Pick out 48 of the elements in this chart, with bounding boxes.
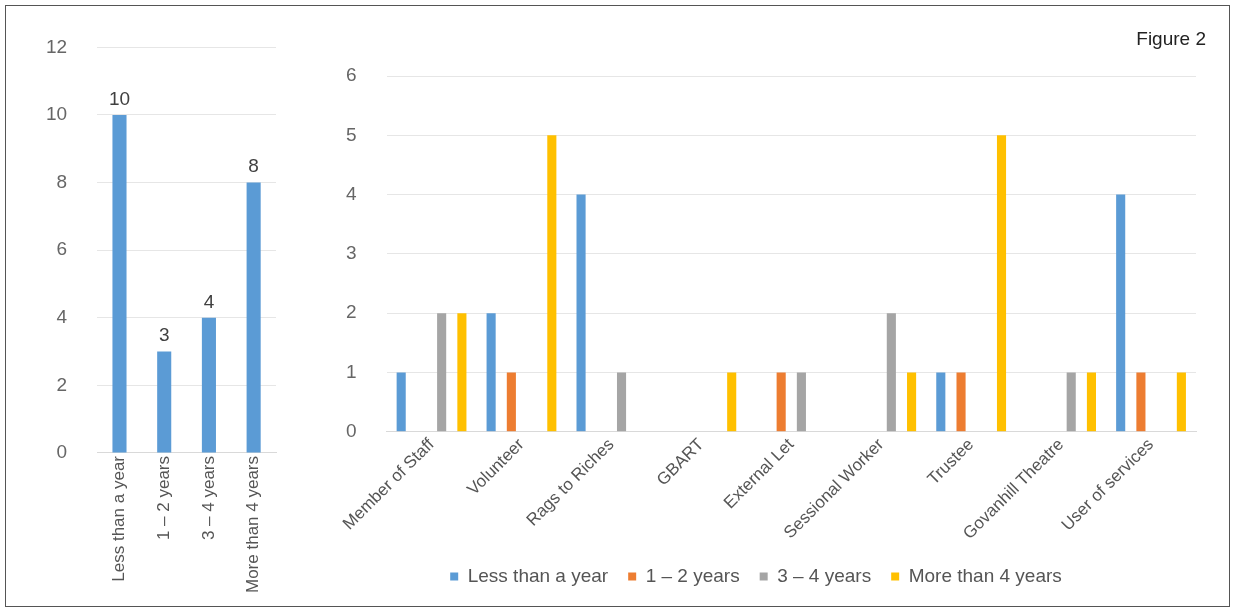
- bar: [506, 372, 516, 432]
- bar: [907, 372, 917, 432]
- y-tick-label: 2: [345, 301, 357, 323]
- data-label: 4: [203, 290, 215, 312]
- bar: [547, 135, 557, 432]
- bar: [996, 135, 1007, 432]
- bar: [1136, 372, 1146, 432]
- caption: Figure 2: [1136, 28, 1206, 50]
- x-tick-label: More than 4 years: [243, 455, 263, 593]
- bar: [936, 372, 946, 432]
- y-tick-label: 10: [45, 103, 68, 125]
- bar: [1176, 372, 1186, 432]
- bar: [1116, 194, 1126, 432]
- bar: [776, 372, 786, 432]
- data-label: 3: [158, 324, 170, 346]
- bar: [727, 372, 737, 432]
- y-tick-label: 6: [345, 64, 357, 86]
- bar: [486, 313, 496, 432]
- bar: [956, 372, 966, 432]
- bar: [1066, 372, 1076, 432]
- y-tick-label: 6: [56, 238, 68, 260]
- y-tick-label: 8: [56, 170, 68, 192]
- bar: [616, 372, 627, 432]
- y-tick-label: 0: [56, 441, 68, 463]
- y-tick-label: 4: [345, 182, 357, 204]
- bar: [796, 372, 806, 432]
- bar: [576, 194, 586, 432]
- y-tick-label: 4: [56, 306, 68, 328]
- y-tick-label: 1: [345, 360, 357, 382]
- bar: [201, 317, 216, 453]
- bar: [1086, 372, 1096, 432]
- y-tick-label: 3: [345, 242, 357, 264]
- data-label: 10: [108, 87, 131, 109]
- bar: [112, 115, 127, 453]
- bar: [157, 351, 172, 453]
- bar: [246, 182, 261, 453]
- y-tick-label: 12: [45, 35, 68, 57]
- y-tick-label: 2: [56, 373, 68, 395]
- bar: [437, 313, 447, 432]
- bar: [886, 313, 896, 432]
- x-tick-label: Less than a year: [109, 455, 129, 582]
- bar: [457, 313, 467, 432]
- x-tick-label: 1 – 2 years: [153, 455, 173, 541]
- y-tick-label: 0: [345, 419, 357, 441]
- x-tick-label: 3 – 4 years: [198, 455, 218, 541]
- data-label: 8: [248, 155, 259, 177]
- y-tick-label: 5: [345, 123, 357, 145]
- bar: [396, 372, 406, 432]
